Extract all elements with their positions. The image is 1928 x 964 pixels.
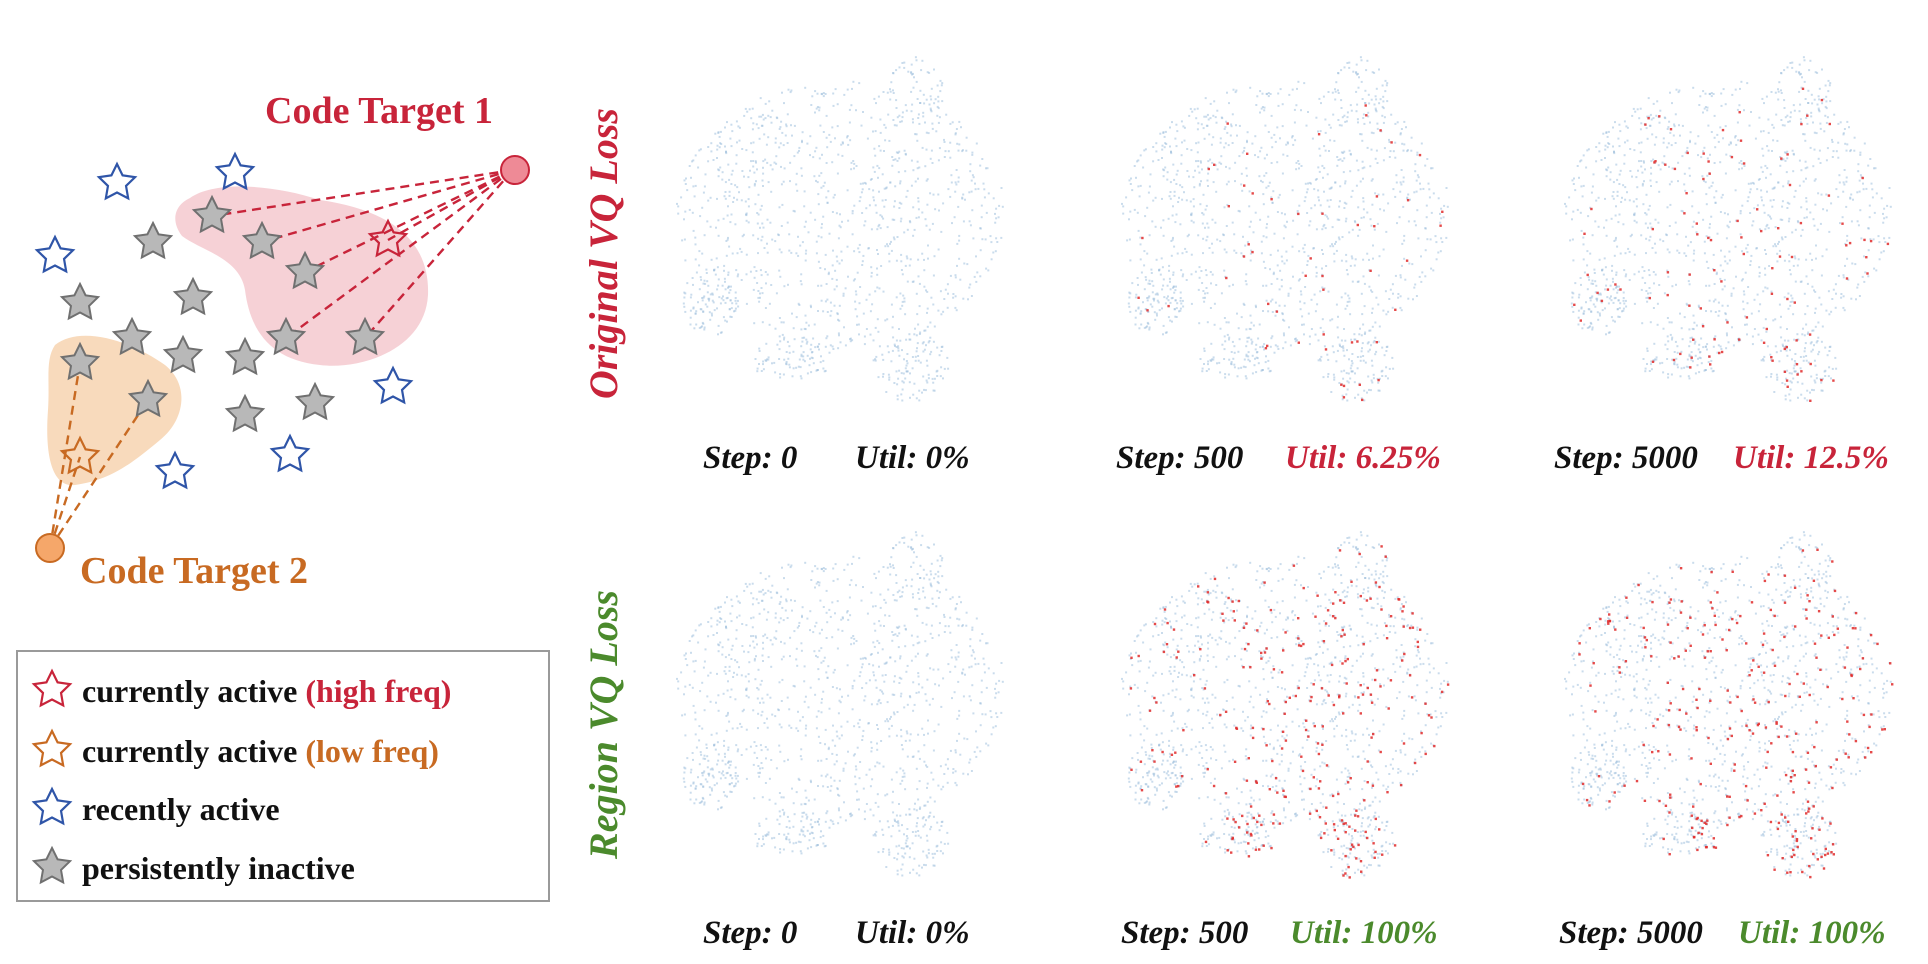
code-target-1-label: Code Target 1 [265, 90, 493, 132]
caption-step-r0-p2: Step: 5000 [1554, 440, 1698, 476]
legend-item-recently-active: recently active [32, 787, 280, 827]
tsne-panel-r0-p1 [1121, 56, 1449, 402]
legend: currently active (high freq) currently a… [16, 650, 550, 902]
scatter-panels [676, 56, 1894, 879]
schematic-panel: Code Target 1 Code Target 2 [16, 90, 550, 902]
row-label-original-vq-loss: Original VQ Loss [581, 108, 626, 399]
tsne-panel-r1-p0 [676, 531, 1004, 877]
legend-item-low-freq: currently active (low freq) [32, 729, 439, 769]
caption-util-r0-p2: Util: 12.5% [1733, 440, 1889, 476]
tsne-panel-r1-p1 [1121, 531, 1450, 879]
row-label-region-vq-loss: Region VQ Loss [581, 590, 626, 860]
caption-step-r1-p0: Step: 0 [703, 915, 797, 951]
legend-label-low-freq: currently active [82, 733, 305, 769]
legend-label-high-freq: currently active [82, 673, 305, 709]
caption-step-r1-p2: Step: 5000 [1559, 915, 1703, 951]
caption-util-r0-p0: Util: 0% [855, 440, 970, 476]
caption-step-r0-p0: Step: 0 [703, 440, 797, 476]
legend-highlight-high-freq: (high freq) [305, 673, 451, 709]
caption-util-r1-p1: Util: 100% [1290, 915, 1438, 951]
caption-util-r1-p0: Util: 0% [855, 915, 970, 951]
legend-item-high-freq: currently active (high freq) [32, 669, 451, 709]
legend-highlight-low-freq: (low freq) [305, 733, 439, 769]
legend-box [16, 650, 550, 902]
tsne-panel-r1-p2 [1564, 531, 1894, 879]
code-target-1-dot [500, 155, 530, 185]
legend-label-persistently-inactive: persistently inactive [82, 850, 355, 886]
svg-text:currently active (high freq): currently active (high freq) [82, 673, 451, 709]
code-target-2-dot [35, 533, 65, 563]
captions: Step: 0 Util: 0% Step: 500 Util: 6.25% S… [703, 440, 1889, 951]
caption-util-r1-p2: Util: 100% [1738, 915, 1886, 951]
legend-item-persistently-inactive: persistently inactive [32, 847, 355, 886]
caption-util-r0-p1: Util: 6.25% [1285, 440, 1441, 476]
caption-step-r0-p1: Step: 500 [1116, 440, 1243, 476]
tsne-panel-r0-p0 [676, 56, 1004, 402]
caption-step-r1-p1: Step: 500 [1121, 915, 1248, 951]
svg-text:currently active (low freq): currently active (low freq) [82, 733, 439, 769]
legend-label-recently-active: recently active [82, 791, 280, 827]
tsne-panel-r0-p2 [1564, 56, 1892, 402]
code-target-2-label: Code Target 2 [80, 550, 308, 592]
